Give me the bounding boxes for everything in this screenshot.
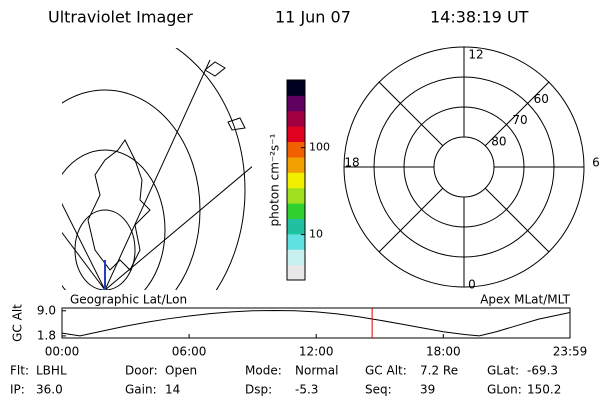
y-tick-label: 9.0: [37, 303, 56, 317]
mlt-label: 6: [592, 156, 600, 170]
color-step: [287, 110, 305, 127]
field-label: GLat:: [487, 364, 519, 378]
color-step: [287, 264, 305, 281]
polar-spoke: [378, 187, 444, 253]
color-step: [287, 233, 305, 250]
footer: Flt: LBHL Door: Open Mode: Normal GC Alt: 7.2 R…: [10, 364, 561, 397]
field-label: GC Alt:: [365, 364, 407, 378]
field-label: Door:: [125, 364, 158, 378]
time-series: 1.8 9.0 00:00 06:00 12:00 18:00 23:59: [37, 303, 587, 358]
color-step: [287, 126, 305, 143]
polar-ring: [433, 136, 495, 198]
colorbar-tick-label: 10: [309, 228, 323, 241]
field-value: 150.2: [527, 383, 561, 397]
color-step: [287, 156, 305, 173]
mlt-label: 0: [468, 278, 476, 292]
map-label: Geographic Lat/Lon: [70, 293, 187, 307]
y-tick-label: 1.8: [37, 328, 56, 342]
polar-spoke: [484, 81, 550, 147]
polar-ring-label: 80: [491, 134, 506, 148]
polar-label: Apex MLat/MLT: [480, 293, 570, 307]
field-value: Normal: [295, 364, 338, 378]
color-step: [287, 218, 305, 235]
title: Ultraviolet Imager: [48, 8, 193, 27]
field-label: Flt:: [10, 364, 29, 378]
color-step: [287, 249, 305, 266]
field-value: 36.0: [36, 383, 63, 397]
field-label: Gain:: [125, 383, 157, 397]
color-step: [287, 95, 305, 112]
mlt-label: 18: [344, 156, 359, 170]
plot-frame: [61, 307, 571, 339]
colorbar-label: photon cm⁻²s⁻¹: [268, 133, 282, 226]
color-step: [287, 203, 305, 219]
field-value: Open: [165, 364, 197, 378]
x-tick-label: 06:00: [172, 345, 207, 359]
colorbar-frame: [286, 79, 306, 281]
color-step: [287, 141, 305, 158]
color-step: [287, 187, 305, 204]
map-grid: [62, 48, 252, 290]
field-value: -69.3: [527, 364, 558, 378]
x-tick-label: 00:00: [45, 345, 80, 359]
x-tick-label: 18:00: [426, 345, 461, 359]
date: 11 Jun 07: [275, 8, 351, 27]
field-label: GLon:: [487, 383, 522, 397]
colorbar: 10 100: [286, 79, 330, 281]
x-tick-label: 12:00: [299, 345, 334, 359]
polar-spoke: [484, 187, 550, 253]
field-value: 14: [165, 383, 180, 397]
field-value: LBHL: [36, 364, 67, 378]
field-value: -5.3: [295, 383, 318, 397]
field-label: Dsp:: [245, 383, 272, 397]
y-axis-label: GC Alt: [11, 304, 25, 342]
polar-spoke: [378, 81, 444, 147]
color-step: [287, 80, 305, 96]
mlt-label: 12: [468, 48, 483, 62]
polar-ring-label: 60: [534, 92, 549, 106]
x-tick-label: 23:59: [553, 345, 588, 359]
colorbar-tick-label: 100: [309, 141, 330, 154]
time: 14:38:19 UT: [430, 8, 529, 27]
color-step: [287, 172, 305, 189]
altitude-line: [61, 309, 571, 337]
field-label: IP:: [10, 383, 25, 397]
polar-ring-label: 70: [512, 113, 527, 127]
field-value: 39: [420, 383, 435, 397]
field-value: 7.2 Re: [420, 364, 458, 378]
field-label: Mode:: [245, 364, 282, 378]
field-label: Seq:: [365, 383, 392, 397]
